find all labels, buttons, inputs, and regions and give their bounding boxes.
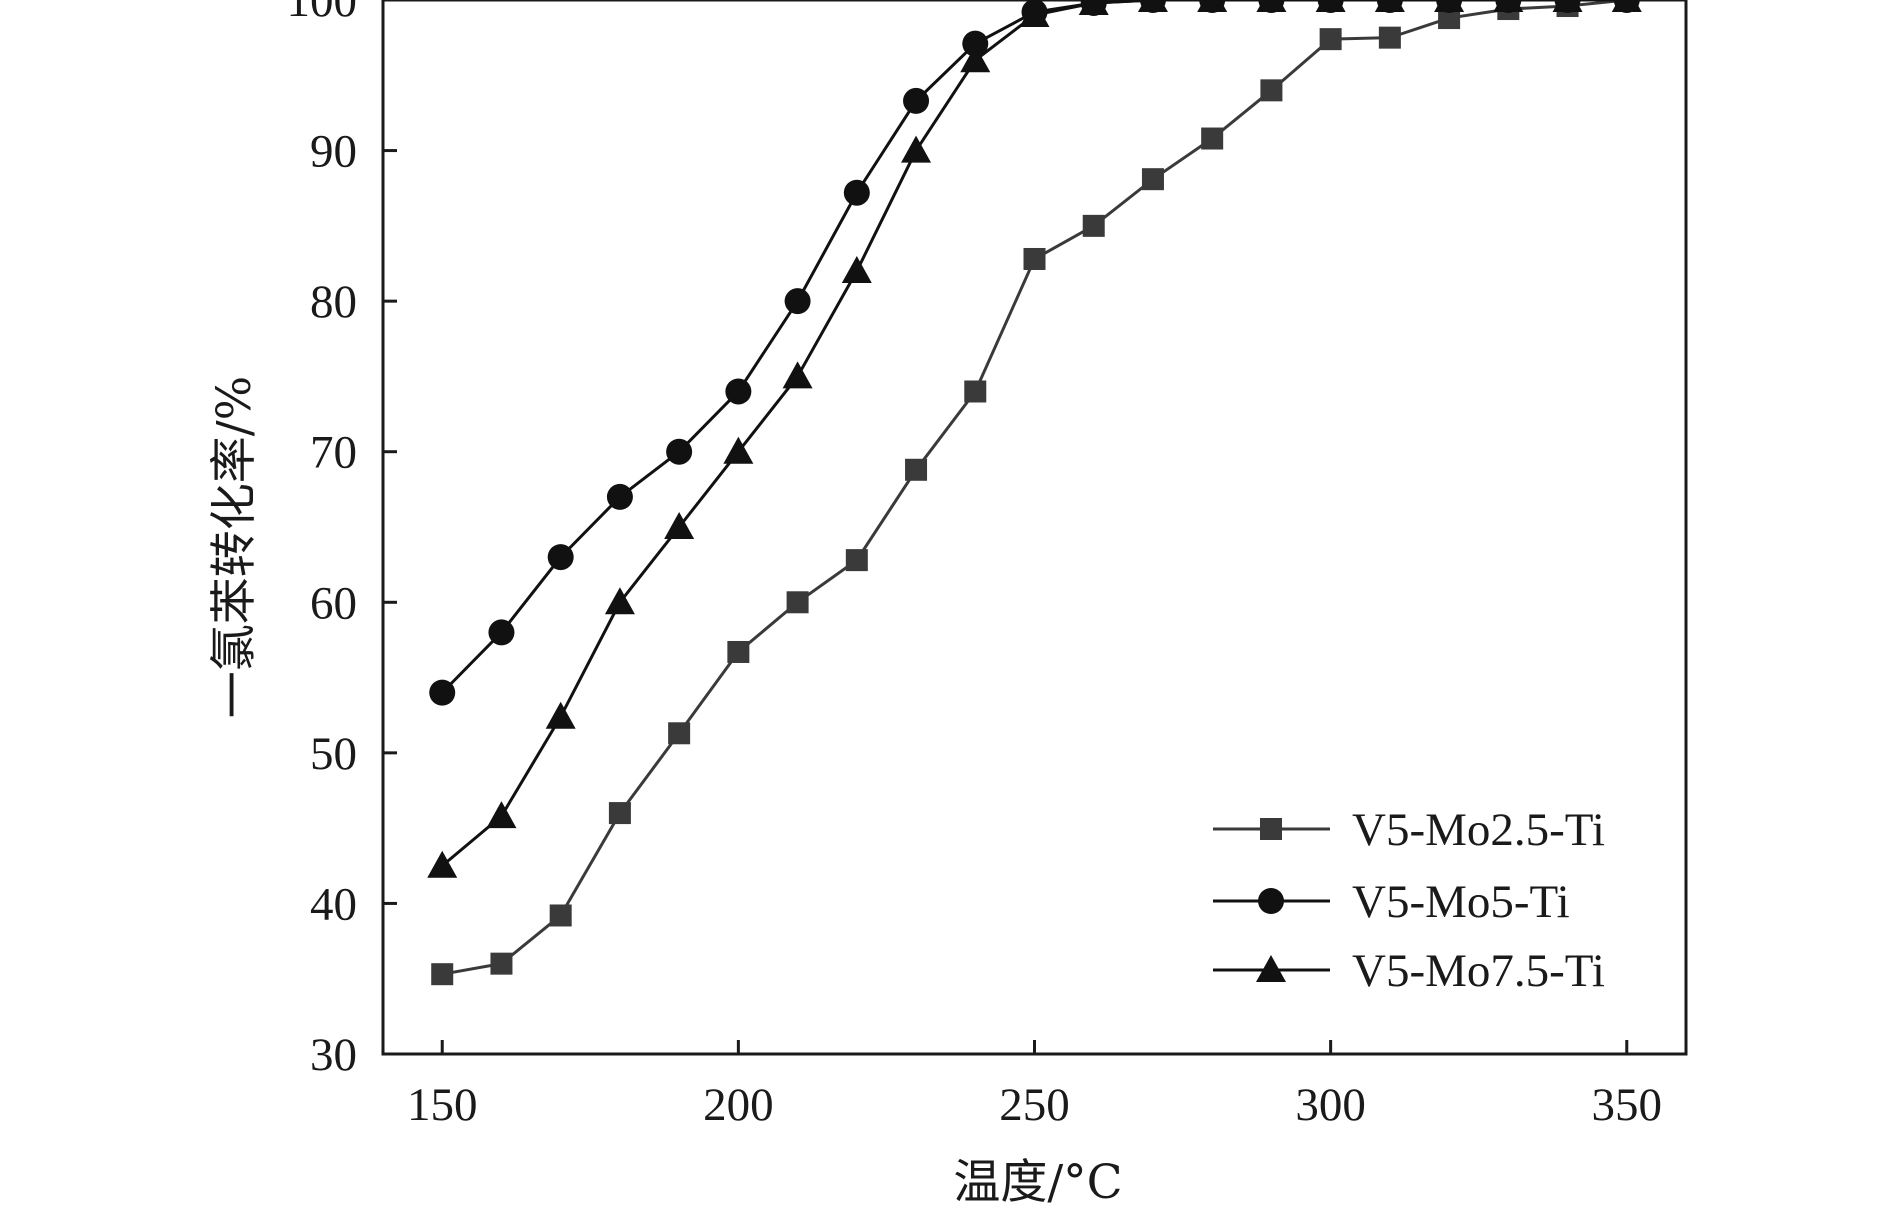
data-point-triangle bbox=[1019, 0, 1050, 28]
data-point-triangle bbox=[901, 135, 932, 163]
legend-label: V5-Mo7.5-Ti bbox=[1352, 945, 1605, 997]
data-point-circle bbox=[725, 378, 752, 405]
data-point-triangle bbox=[1137, 0, 1168, 12]
data-point-triangle bbox=[427, 850, 458, 878]
data-point-triangle bbox=[960, 45, 991, 73]
x-axis-ticks: 150 200 250 300 350 bbox=[407, 1040, 1662, 1131]
data-point-circle bbox=[666, 438, 693, 465]
data-point-triangle bbox=[1197, 0, 1228, 12]
series-triangle bbox=[427, 0, 1642, 878]
x-tick-label: 300 bbox=[1295, 1079, 1366, 1131]
y-tick-label: 60 bbox=[310, 577, 357, 629]
legend-label: V5-Mo2.5-Ti bbox=[1352, 804, 1605, 856]
data-point-square bbox=[549, 904, 572, 927]
data-point-triangle bbox=[1256, 0, 1287, 12]
data-point-square bbox=[1023, 247, 1046, 270]
data-point-square bbox=[1201, 127, 1224, 150]
legend-label: V5-Mo5-Ti bbox=[1352, 876, 1570, 928]
data-point-circle bbox=[429, 679, 456, 706]
data-point-triangle bbox=[664, 512, 695, 539]
data-point-square bbox=[905, 458, 928, 481]
data-point-triangle bbox=[545, 701, 576, 729]
y-tick-label: 50 bbox=[310, 728, 357, 780]
legend-item: V5-Mo5-Ti bbox=[1213, 876, 1570, 928]
data-point-triangle bbox=[1493, 0, 1524, 12]
data-point-circle bbox=[903, 87, 930, 114]
data-point-square bbox=[490, 952, 513, 975]
data-point-triangle bbox=[1552, 0, 1583, 12]
y-tick-label: 70 bbox=[310, 427, 357, 479]
data-point-circle bbox=[843, 179, 870, 206]
data-point-triangle bbox=[1434, 0, 1465, 12]
legend-marker-square bbox=[1260, 818, 1282, 840]
data-point-square bbox=[1438, 7, 1461, 30]
data-point-square bbox=[1141, 168, 1164, 191]
data-point-square bbox=[1082, 214, 1105, 237]
y-tick-label: 40 bbox=[310, 878, 357, 930]
data-point-square bbox=[1319, 28, 1342, 51]
data-point-square bbox=[727, 640, 750, 663]
data-point-square bbox=[431, 963, 454, 986]
y-tick-label: 90 bbox=[310, 126, 357, 178]
data-point-circle bbox=[606, 483, 633, 510]
data-point-circle bbox=[547, 544, 574, 571]
data-point-square bbox=[668, 722, 691, 745]
series-layer bbox=[427, 0, 1642, 986]
data-point-square bbox=[1378, 26, 1401, 49]
y-axis-ticks: 30 40 50 60 70 80 90 100 bbox=[287, 0, 397, 1081]
data-point-triangle bbox=[486, 801, 517, 829]
legend-marker-circle bbox=[1258, 888, 1284, 914]
x-axis-title: 温度/°C bbox=[953, 1155, 1122, 1210]
data-point-triangle bbox=[723, 436, 754, 464]
y-tick-label: 100 bbox=[287, 0, 358, 27]
data-point-circle bbox=[784, 288, 811, 315]
data-point-square bbox=[845, 549, 868, 572]
y-axis-title: 一氯苯转化率/% bbox=[207, 376, 262, 719]
data-point-triangle bbox=[1374, 0, 1405, 12]
legend-item: V5-Mo2.5-Ti bbox=[1213, 804, 1605, 856]
data-point-triangle bbox=[604, 587, 635, 615]
series-line bbox=[441, 0, 1627, 867]
series-circle bbox=[429, 0, 1640, 706]
x-tick-label: 200 bbox=[703, 1079, 774, 1131]
data-point-square bbox=[608, 802, 631, 825]
legend-marker-triangle bbox=[1256, 955, 1286, 982]
x-tick-label: 250 bbox=[999, 1079, 1070, 1131]
data-point-triangle bbox=[1611, 0, 1642, 12]
data-point-triangle bbox=[1315, 0, 1346, 12]
y-tick-label: 80 bbox=[310, 276, 357, 328]
data-point-circle bbox=[962, 30, 989, 57]
data-point-triangle bbox=[782, 361, 813, 389]
data-point-square bbox=[786, 591, 809, 614]
data-point-square bbox=[1260, 79, 1283, 102]
data-point-square bbox=[964, 380, 987, 403]
data-point-triangle bbox=[841, 256, 872, 284]
data-point-circle bbox=[488, 619, 515, 646]
series-square bbox=[431, 0, 1638, 986]
x-tick-label: 350 bbox=[1592, 1079, 1663, 1131]
x-tick-label: 150 bbox=[407, 1079, 478, 1131]
legend-item: V5-Mo7.5-Ti bbox=[1213, 945, 1605, 997]
data-point-triangle bbox=[1078, 0, 1109, 16]
y-tick-label: 30 bbox=[310, 1029, 357, 1081]
legend: V5-Mo2.5-Ti V5-Mo5-Ti V5-Mo7.5-Ti bbox=[1213, 804, 1605, 997]
